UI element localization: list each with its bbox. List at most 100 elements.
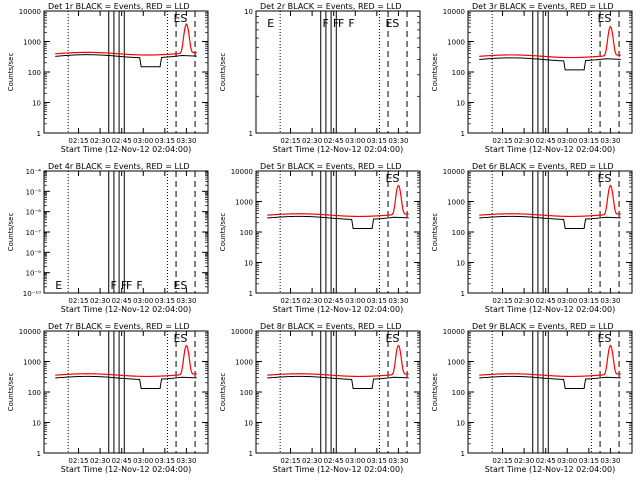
y-tick-label: 10	[456, 260, 465, 268]
flag-label: ES	[597, 12, 611, 25]
x-tick-label: 03:00	[345, 297, 365, 305]
y-tick-label: 1	[249, 450, 253, 458]
y-axis-title: Counts/sec	[219, 53, 227, 92]
panel-title: Det 7r BLACK = Events, RED = LLD	[48, 322, 190, 331]
flag-label: F	[322, 17, 328, 30]
y-tick-label: 100	[240, 389, 253, 397]
x-tick-label: 02:15	[68, 137, 88, 145]
y-tick-label: 10000	[231, 168, 253, 176]
panel-title: Det 8r BLACK = Events, RED = LLD	[260, 322, 402, 331]
y-tick-label: 100	[452, 229, 465, 237]
x-tick-label: 02:30	[514, 297, 534, 305]
y-tick-label: 10⁻⁹	[26, 270, 42, 278]
y-axis-title: Counts/sec	[7, 213, 15, 252]
y-tick-label: 10000	[443, 328, 465, 336]
panel-det-1r: Det 1r BLACK = Events, RED = LLD 1 10 100 10…	[7, 2, 209, 154]
y-tick-label: 1000	[23, 39, 41, 47]
x-tick-label: 02:15	[68, 297, 88, 305]
events-line	[267, 375, 409, 389]
flag-label: ES	[385, 332, 399, 345]
x-tick-label: 02:15	[280, 457, 300, 465]
x-axis-title: Start Time (12-Nov-12 02:04:00)	[273, 465, 403, 474]
x-tick-label: 02:30	[302, 137, 322, 145]
x-tick-label: 03:00	[557, 457, 577, 465]
x-tick-label: 03:30	[600, 137, 620, 145]
y-tick-label: 1	[249, 130, 253, 138]
lld-line	[267, 184, 409, 218]
x-tick-label: 02:45	[112, 297, 132, 305]
x-tick-label: 03:30	[388, 137, 408, 145]
panel-det-5r: Det 5r BLACK = Events, RED = LLD 1 10 100 10…	[219, 162, 421, 314]
y-axis-title: Counts/sec	[431, 53, 439, 92]
y-axis-title: Counts/sec	[7, 53, 15, 92]
lld-line	[55, 344, 197, 378]
y-tick-label: 10⁻¹⁰	[23, 290, 41, 298]
y-axis-title: Counts/sec	[219, 373, 227, 412]
y-tick-label: 10000	[443, 8, 465, 16]
x-tick-label: 03:00	[557, 297, 577, 305]
x-tick-label: 02:45	[324, 297, 344, 305]
x-tick-label: 03:15	[367, 137, 387, 145]
x-tick-label: 02:45	[112, 457, 132, 465]
y-axis-title: Counts/sec	[219, 213, 227, 252]
y-tick-label: 10⁻⁴	[26, 168, 42, 176]
x-tick-label: 02:15	[492, 457, 512, 465]
y-axis-title: Counts/sec	[431, 373, 439, 412]
x-axis-title: Start Time (12-Nov-12 02:04:00)	[61, 305, 191, 314]
x-tick-label: 02:15	[492, 137, 512, 145]
flag-label: ES	[385, 17, 399, 30]
x-tick-label: 03:15	[367, 297, 387, 305]
y-tick-label: 100	[28, 389, 41, 397]
flag-label: E	[55, 279, 62, 292]
y-tick-label: 10	[244, 420, 253, 428]
x-tick-label: 03:00	[133, 457, 153, 465]
flag-label: ES	[597, 332, 611, 345]
y-tick-label: 100	[452, 69, 465, 77]
x-tick-label: 02:30	[90, 137, 110, 145]
y-tick-label: 10⁻⁶	[26, 209, 42, 217]
events-line	[55, 54, 197, 68]
lld-line	[479, 344, 621, 378]
x-tick-label: 02:30	[302, 457, 322, 465]
lld-line	[479, 25, 621, 59]
x-axis-title: Start Time (12-Nov-12 02:04:00)	[273, 145, 403, 154]
y-axis-title: Counts/sec	[431, 213, 439, 252]
y-tick-label: 10000	[19, 8, 41, 16]
flag-label: ES	[173, 332, 187, 345]
y-tick-label: 10000	[443, 168, 465, 176]
x-tick-label: 03:30	[176, 137, 196, 145]
x-tick-label: 03:15	[367, 457, 387, 465]
y-tick-label: 10	[32, 100, 41, 108]
x-tick-label: 03:15	[155, 297, 175, 305]
x-tick-label: 03:00	[133, 297, 153, 305]
flag-label: F	[136, 279, 142, 292]
y-tick-label: 1	[461, 290, 465, 298]
x-tick-label: 03:30	[600, 457, 620, 465]
y-tick-label: 100	[452, 389, 465, 397]
x-tick-label: 02:15	[280, 137, 300, 145]
panel-title: Det 3r BLACK = Events, RED = LLD	[472, 2, 614, 11]
y-tick-label: 1	[37, 130, 41, 138]
y-tick-label: 10	[244, 260, 253, 268]
flag-label: F	[348, 17, 354, 30]
events-line	[267, 215, 409, 229]
x-tick-label: 02:30	[514, 457, 534, 465]
events-line	[55, 375, 197, 389]
plot-frame	[255, 10, 421, 134]
panel-title: Det 6r BLACK = Events, RED = LLD	[472, 162, 614, 171]
x-tick-label: 03:30	[388, 297, 408, 305]
panel-title: Det 4r BLACK = Events, RED = LLD	[48, 162, 190, 171]
y-tick-label: 1000	[235, 199, 253, 207]
y-tick-label: 1000	[235, 359, 253, 367]
x-axis-title: Start Time (12-Nov-12 02:04:00)	[485, 465, 615, 474]
x-tick-label: 03:15	[579, 297, 599, 305]
y-tick-label: 1000	[447, 39, 465, 47]
x-tick-label: 02:15	[68, 457, 88, 465]
lld-line	[55, 22, 197, 56]
y-tick-label: 100	[240, 229, 253, 237]
panel-title: Det 5r BLACK = Events, RED = LLD	[260, 162, 402, 171]
lld-line	[267, 344, 409, 378]
x-tick-label: 02:45	[536, 297, 556, 305]
y-tick-label: 1	[37, 450, 41, 458]
panel-det-6r: Det 6r BLACK = Events, RED = LLD 1 10 100 10…	[431, 162, 633, 314]
